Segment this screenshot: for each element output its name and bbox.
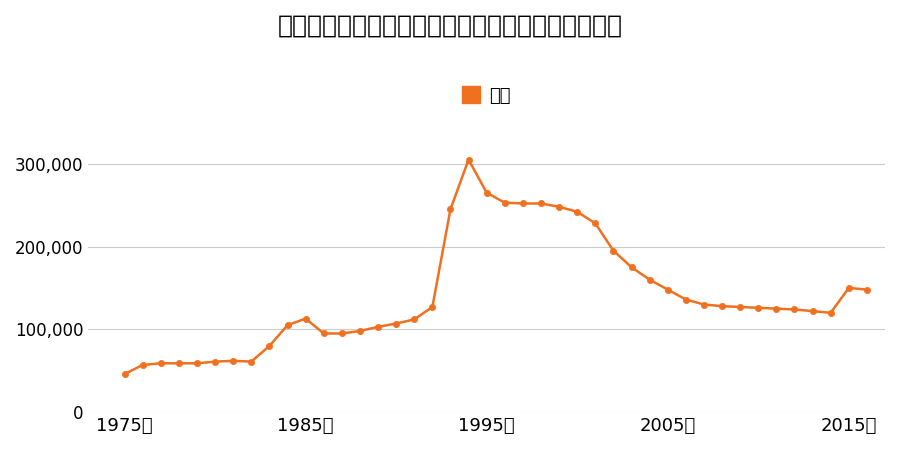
Legend: 価格: 価格: [455, 79, 518, 112]
価格: [680, 297, 691, 302]
価格: [626, 265, 637, 270]
価格: [282, 323, 292, 328]
価格: [301, 316, 311, 321]
価格: [807, 308, 818, 314]
価格: [698, 302, 709, 307]
価格: [482, 190, 492, 195]
価格: [119, 371, 130, 377]
価格: [716, 303, 727, 309]
価格: [518, 201, 528, 206]
価格: [789, 307, 800, 312]
価格: [246, 359, 256, 364]
価格: [446, 207, 456, 212]
価格: [861, 287, 872, 292]
価格: [753, 305, 764, 310]
価格: [319, 331, 329, 336]
価格: [464, 157, 474, 162]
価格: [427, 304, 437, 310]
価格: [608, 248, 619, 253]
Line: 価格: 価格: [122, 157, 870, 377]
価格: [536, 201, 546, 206]
価格: [843, 285, 854, 291]
価格: [228, 358, 238, 364]
価格: [825, 310, 836, 315]
価格: [734, 304, 745, 310]
価格: [156, 360, 166, 366]
価格: [192, 360, 202, 366]
価格: [337, 331, 347, 336]
価格: [590, 220, 600, 226]
価格: [210, 359, 220, 364]
価格: [500, 200, 510, 205]
価格: [554, 204, 564, 210]
価格: [355, 328, 365, 334]
価格: [138, 362, 148, 368]
価格: [174, 360, 184, 366]
価格: [409, 317, 419, 322]
価格: [644, 277, 655, 282]
価格: [264, 343, 274, 349]
Text: 大阪府東大阪市玉串元町１丁目５３番２の地価推移: 大阪府東大阪市玉串元町１丁目５３番２の地価推移: [277, 14, 623, 37]
価格: [662, 287, 673, 292]
価格: [771, 306, 782, 311]
価格: [572, 209, 582, 215]
価格: [391, 321, 401, 326]
価格: [373, 324, 383, 329]
